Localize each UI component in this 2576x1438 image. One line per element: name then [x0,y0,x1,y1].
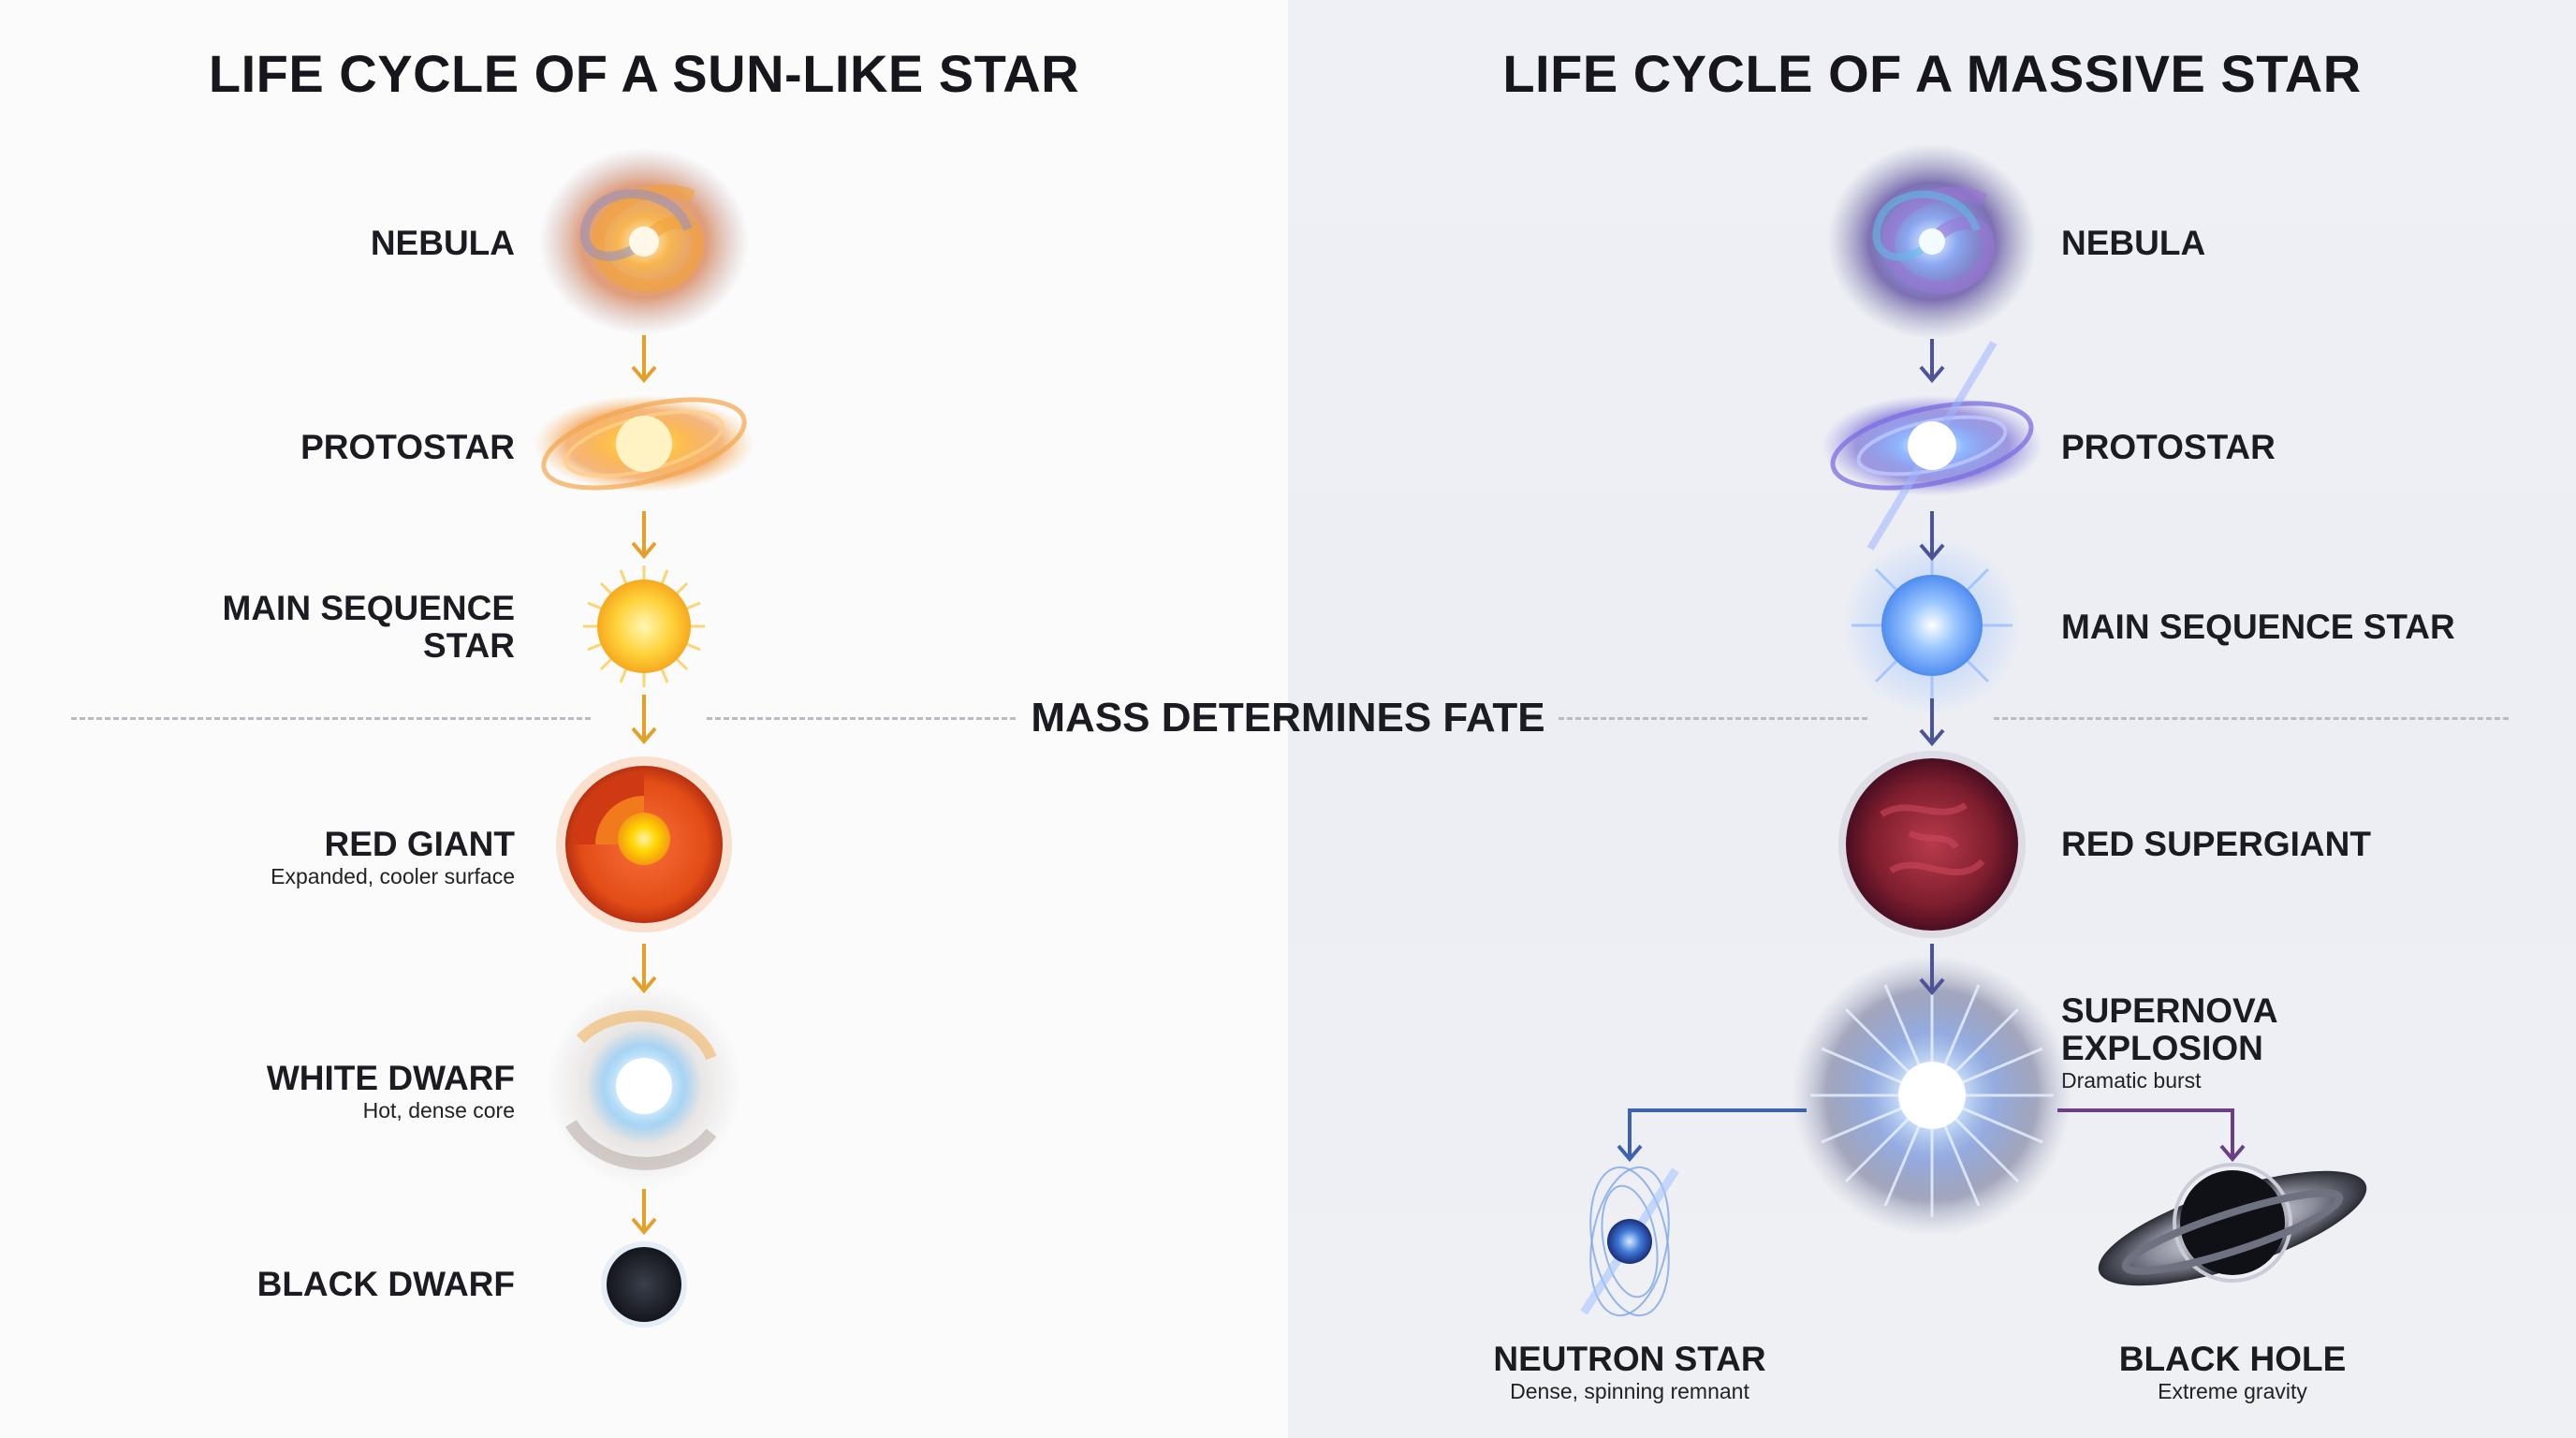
supernova-icon [1792,955,2072,1236]
stage-label-main-sequence-sun: MAIN SEQUENCE STAR [222,589,515,665]
red-supergiant-icon [1838,751,2026,938]
protostar-sun-icon [534,395,754,492]
main-sequence-massive-icon [1842,536,2022,715]
black-dwarf-icon [601,1241,687,1328]
stage-label-white-dwarf: WHITE DWARF Hot, dense core [266,1059,515,1123]
sun-like-arrows [631,335,657,1236]
sun-like-title: LIFE CYCLE OF A SUN-LIKE STAR [208,44,1080,103]
nebula-sun-icon [539,148,749,335]
stage-label-nebula-massive: NEBULA [2061,224,2206,262]
mass-determines-fate-label: MASS DETERMINES FATE [1031,695,1545,741]
stage-label-red-giant: RED GIANT Expanded, cooler surface [271,825,515,889]
white-dwarf-icon [547,983,741,1189]
stage-label-neutron-star: NEUTRON STAR Dense, spinning remnant [1493,1340,1766,1404]
main-sequence-sun-icon [583,565,705,687]
divider-line-center-left [707,717,1016,720]
stage-label-protostar-massive: PROTOSTAR [2061,428,2276,466]
red-giant-icon [556,756,732,932]
stage-label-black-dwarf: BLACK DWARF [256,1265,515,1303]
black-hole-icon [2098,1163,2367,1286]
massive-star-arrows [1919,339,1945,996]
stage-label-nebula-sun: NEBULA [370,224,515,262]
nebula-massive-icon [1827,144,2037,339]
divider-line-center-right [1559,717,1867,720]
protostar-massive-icon [1822,340,2042,551]
divider-line-left [71,717,591,720]
stage-label-protostar-sun: PROTOSTAR [300,428,515,466]
branch-arrow-black-hole [2057,1108,2246,1163]
neutron-star-icon [1580,1166,1679,1317]
stage-label-red-supergiant: RED SUPERGIANT [2061,825,2371,863]
massive-star-title: LIFE CYCLE OF A MASSIVE STAR [1502,44,2362,103]
divider-line-right [1994,717,2509,720]
stage-label-black-hole: BLACK HOLE Extreme gravity [2118,1340,2347,1404]
stage-label-main-sequence-massive: MAIN SEQUENCE STAR [2061,608,2455,646]
stage-label-supernova: SUPERNOVA EXPLOSION Dramatic burst [2061,991,2278,1093]
branch-arrow-neutron-star [1617,1108,1807,1163]
